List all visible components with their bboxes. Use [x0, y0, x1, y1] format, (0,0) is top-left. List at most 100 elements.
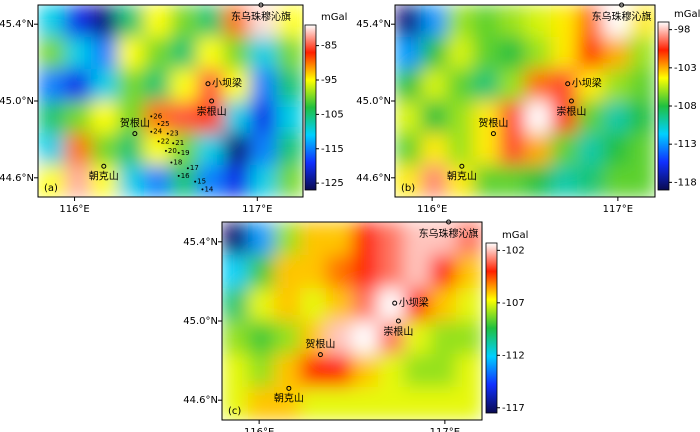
- field-cell: [91, 165, 118, 197]
- colorbar-unit: mGal: [502, 230, 528, 241]
- field-cell: [378, 354, 405, 388]
- place-marker: [205, 81, 211, 87]
- field-cell: [577, 5, 604, 38]
- x-tick-label: 116°E: [244, 427, 274, 432]
- field-cell: [352, 321, 379, 355]
- field-cell: [117, 69, 145, 102]
- field-cell: [250, 165, 277, 197]
- y-tick-label: 45.4°N: [183, 237, 218, 248]
- field-cell: [170, 101, 198, 134]
- place-label: 小坝梁: [572, 77, 602, 90]
- field-cell: [197, 133, 224, 166]
- station-marker: [150, 115, 153, 118]
- colorbar-tick-label: -98: [674, 25, 690, 36]
- station-marker: [166, 132, 169, 135]
- field-cell: [91, 5, 118, 38]
- field-cell: [629, 69, 655, 102]
- place-label: 贺根山: [120, 117, 150, 130]
- field-cell: [274, 321, 301, 355]
- station-label: 18: [173, 158, 182, 166]
- field-cell: [629, 5, 655, 38]
- field-cell: [525, 69, 552, 102]
- place-label: 崇根山: [197, 105, 227, 118]
- field-cell: [430, 288, 457, 322]
- field-cell: [326, 321, 353, 355]
- place-marker: [101, 163, 107, 169]
- field-cell: [378, 288, 405, 322]
- field-cell: [473, 5, 500, 38]
- colorbar-tick-label: -85: [321, 41, 337, 52]
- field-cell: [378, 222, 405, 256]
- field-cell: [421, 133, 448, 166]
- field-cell: [551, 101, 578, 134]
- field-cell: [430, 321, 457, 355]
- place-marker: [619, 2, 625, 8]
- colorbar-tick-label: -115: [321, 144, 344, 155]
- station-label: 23: [170, 130, 179, 138]
- field-cell: [248, 255, 275, 289]
- field-cell: [223, 165, 251, 197]
- field-cell: [274, 255, 301, 289]
- field-cell: [91, 69, 118, 102]
- field-cell: [499, 165, 526, 197]
- field: [395, 5, 655, 197]
- place-label: 贺根山: [478, 117, 508, 130]
- field-cell: [404, 321, 431, 355]
- field-cell: [577, 69, 604, 102]
- field-cell: [456, 387, 482, 420]
- field-cell: [456, 222, 482, 256]
- colorbar-tick-label: -117: [502, 403, 525, 414]
- station-marker: [157, 123, 160, 126]
- place-marker: [565, 81, 571, 87]
- field-cell: [64, 101, 92, 134]
- field-cell: [395, 101, 422, 134]
- field-cell: [117, 37, 145, 70]
- field-cell: [404, 288, 431, 322]
- field-cell: [274, 222, 301, 256]
- field-cell: [276, 101, 303, 134]
- place-marker: [209, 98, 215, 104]
- field-cell: [629, 37, 655, 70]
- field-cell: [250, 69, 277, 102]
- field-cell: [551, 133, 578, 166]
- colorbar-tick-label: -102: [502, 245, 525, 256]
- station-label: 15: [197, 178, 206, 186]
- field-cell: [222, 288, 249, 322]
- field-cell: [326, 255, 353, 289]
- station-marker: [177, 174, 180, 177]
- field-cell: [223, 37, 251, 70]
- station-label: 16: [181, 172, 190, 180]
- station-marker: [170, 161, 173, 164]
- field-cell: [248, 387, 275, 420]
- place-label: 东乌珠穆沁旗: [231, 10, 291, 23]
- field-cell: [64, 5, 92, 38]
- field-cell: [395, 37, 422, 70]
- station-label: 22: [161, 137, 170, 145]
- field-cell: [197, 5, 224, 38]
- field-cell: [473, 101, 500, 134]
- y-tick-label: 45.0°N: [0, 96, 34, 107]
- place-label: 朝克山: [274, 392, 304, 404]
- field-cell: [525, 165, 552, 197]
- place-marker: [395, 318, 401, 324]
- colorbar-unit: mGal: [674, 9, 700, 20]
- field-cell: [38, 133, 65, 166]
- panel: [395, 5, 655, 197]
- field-cell: [223, 133, 251, 166]
- field-cell: [404, 387, 431, 420]
- field-cell: [38, 165, 65, 197]
- field-cell: [300, 288, 327, 322]
- colorbar-tick-label: -113: [674, 139, 697, 150]
- place-label: 小坝梁: [399, 296, 429, 309]
- field-cell: [603, 69, 630, 102]
- field-cell: [223, 69, 251, 102]
- field-cell: [603, 101, 630, 134]
- field-cell: [300, 354, 327, 388]
- y-tick-label: 44.6°N: [183, 395, 218, 406]
- field-cell: [64, 133, 92, 166]
- field-cell: [378, 387, 405, 420]
- field-cell: [274, 288, 301, 322]
- field-cell: [577, 101, 604, 134]
- field-cell: [456, 288, 482, 322]
